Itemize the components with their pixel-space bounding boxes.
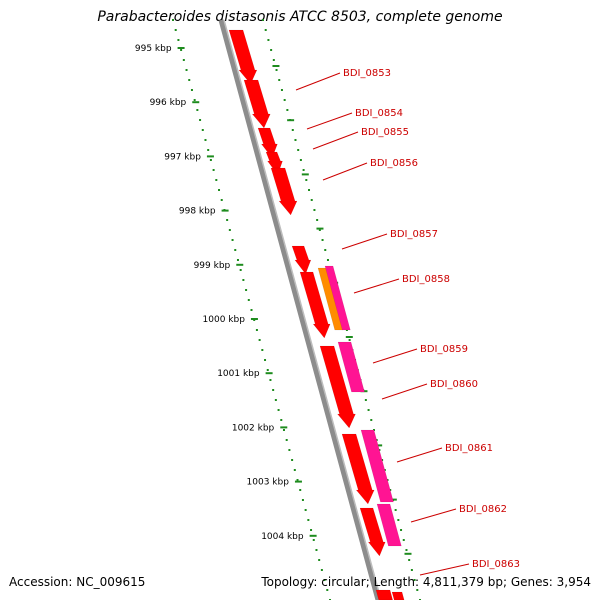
gene-label[interactable]: BDI_0857 bbox=[390, 229, 438, 240]
gene-leader-line bbox=[381, 383, 428, 400]
gene-feature[interactable] bbox=[270, 167, 298, 216]
scale-tick-label: 1004 kbp bbox=[261, 532, 304, 542]
gene-feature[interactable] bbox=[391, 591, 405, 600]
scale-tick-label: 999 kbp bbox=[194, 261, 231, 271]
scale-tick-label: 998 kbp bbox=[179, 207, 216, 217]
gene-feature[interactable] bbox=[319, 345, 356, 429]
accession-label: Accession: bbox=[9, 575, 73, 589]
stats-separator-2: ; bbox=[502, 575, 511, 589]
gene-feature[interactable] bbox=[360, 429, 394, 503]
scale-tick-label: 1000 kbp bbox=[203, 315, 246, 325]
gene-leader-line bbox=[312, 131, 359, 150]
gene-leader-line bbox=[419, 563, 470, 576]
stats-separator-1: ; bbox=[365, 575, 374, 589]
genome-stats: Topology: circular; Length: 4,811,379 bp… bbox=[261, 575, 591, 589]
scale-tick-label: 1001 kbp bbox=[217, 369, 260, 379]
scale-tick-label: 996 kbp bbox=[150, 98, 187, 108]
gene-feature[interactable] bbox=[341, 433, 375, 505]
gene-label[interactable]: BDI_0860 bbox=[430, 379, 478, 390]
gene-label[interactable]: BDI_0854 bbox=[355, 108, 403, 119]
gene-feature[interactable] bbox=[243, 79, 271, 129]
gene-leader-line bbox=[396, 447, 443, 463]
scale-tick-label: 997 kbp bbox=[164, 152, 201, 162]
gene-label[interactable]: BDI_0855 bbox=[361, 127, 409, 138]
gene-feature[interactable] bbox=[257, 127, 278, 159]
topology-value: circular bbox=[321, 575, 366, 589]
gene-feature[interactable] bbox=[359, 507, 386, 557]
gene-label[interactable]: BDI_0859 bbox=[420, 344, 468, 355]
gene-feature[interactable] bbox=[376, 503, 402, 547]
genome-backbone-highlight bbox=[223, 19, 382, 600]
gene-feature[interactable] bbox=[299, 271, 331, 339]
gene-leader-line bbox=[410, 508, 457, 523]
gene-leader-line bbox=[295, 72, 341, 91]
length-value: 4,811,379 bp bbox=[422, 575, 503, 589]
genome-title: Parabacteroides distasonis ATCC 8503, co… bbox=[97, 9, 503, 25]
scale-tick-label: 1002 kbp bbox=[232, 423, 275, 433]
gene-label[interactable]: BDI_0856 bbox=[370, 158, 418, 169]
gene-leader-line bbox=[372, 348, 418, 364]
gene-label[interactable]: BDI_0853 bbox=[343, 68, 391, 79]
topology-label: Topology: bbox=[261, 575, 318, 589]
gene-feature[interactable] bbox=[228, 29, 258, 85]
gene-feature[interactable] bbox=[324, 265, 351, 331]
gene-feature[interactable] bbox=[375, 589, 393, 600]
gene-label[interactable]: BDI_0863 bbox=[472, 559, 520, 570]
accession-value: NC_009615 bbox=[76, 575, 146, 589]
gene-leader-line bbox=[341, 233, 388, 250]
genome-backbone bbox=[218, 19, 381, 600]
scale-tick-label: 1003 kbp bbox=[247, 478, 290, 488]
gene-leader-line bbox=[353, 278, 400, 294]
genes-value: 3,954 bbox=[556, 575, 591, 589]
gene-label[interactable]: BDI_0862 bbox=[459, 504, 507, 515]
scale-tick-label: 995 kbp bbox=[135, 44, 172, 54]
length-label: Length: bbox=[373, 575, 420, 589]
genes-label: Genes: bbox=[510, 575, 553, 589]
gene-leader-line bbox=[322, 162, 368, 181]
gene-feature[interactable] bbox=[291, 245, 312, 275]
gene-label[interactable]: BDI_0861 bbox=[445, 443, 493, 454]
gene-leader-line bbox=[306, 112, 353, 130]
gene-label[interactable]: BDI_0858 bbox=[402, 274, 450, 285]
accession-info: Accession: NC_009615 bbox=[9, 575, 145, 589]
gene-feature[interactable] bbox=[337, 341, 365, 393]
